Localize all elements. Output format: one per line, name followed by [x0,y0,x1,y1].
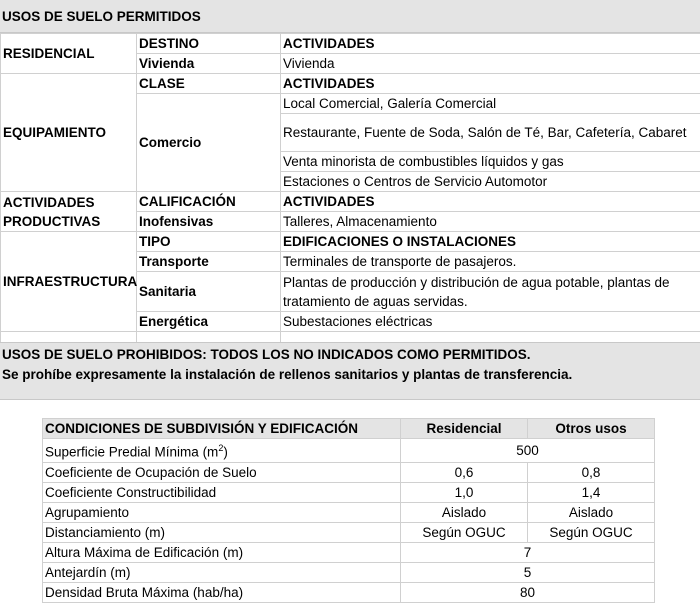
row-value: 5 [401,562,655,582]
col-header: ACTIVIDADES [281,34,700,54]
category-residencial: RESIDENCIAL [1,34,137,74]
clase-cell: Comercio [137,94,281,192]
col-header: EDIFICACIONES O INSTALACIONES [281,232,700,252]
activity-cell: Venta minorista de combustibles líquidos… [281,152,700,172]
col-header: CALIFICACIÓN [137,192,281,212]
prohibited-line2: Se prohíbe expresamente la instalación d… [2,365,700,385]
row-label: Coeficiente Constructibilidad [43,482,401,502]
otros-value: 0,8 [528,462,655,482]
activity-cell: Talleres, Almacenamiento [281,212,700,232]
res-value: 1,0 [401,482,528,502]
otros-value: Aislado [528,502,655,522]
activity-cell: Local Comercial, Galería Comercial [281,94,700,114]
row-value: 80 [401,582,655,602]
col-header: ACTIVIDADES [281,192,700,212]
otros-value: 1,4 [528,482,655,502]
category-equipamiento: EQUIPAMIENTO [1,74,137,192]
conditions-header: CONDICIONES DE SUBDIVISIÓN Y EDIFICACIÓN [43,419,401,439]
activity-cell: Terminales de transporte de pasajeros. [281,252,700,272]
destino-cell: Vivienda [137,54,281,74]
category-infraestructura: INFRAESTRUCTURA [1,232,137,332]
activity-cell: Subestaciones eléctricas [281,312,700,332]
row-value: 500 [401,439,655,463]
col-header: TIPO [137,232,281,252]
permitted-uses-title: USOS DE SUELO PERMITIDOS [0,0,700,33]
col-header: CLASE [137,74,281,94]
res-value: Según OGUC [401,522,528,542]
activity-cell: Restaurante, Fuente de Soda, Salón de Té… [281,114,700,152]
category-productivas: ACTIVIDADES PRODUCTIVAS [1,192,137,232]
activity-cell: Plantas de producción y distribución de … [281,272,700,312]
row-label: Distanciamiento (m) [43,522,401,542]
res-value: 0,6 [401,462,528,482]
row-label: Agrupamiento [43,502,401,522]
row-value: 7 [401,542,655,562]
res-value: Aislado [401,502,528,522]
conditions-table: CONDICIONES DE SUBDIVISIÓN Y EDIFICACIÓN… [42,418,655,603]
col-header: ACTIVIDADES [281,74,700,94]
row-label: Altura Máxima de Edificación (m) [43,542,401,562]
tipo-cell: Energética [137,312,281,332]
activity-cell: Estaciones o Centros de Servicio Automot… [281,172,700,192]
tipo-cell: Transporte [137,252,281,272]
prohibited-uses-box: USOS DE SUELO PROHIBIDOS: TODOS LOS NO I… [0,342,700,400]
tipo-cell: Sanitaria [137,272,281,312]
col-header: DESTINO [137,34,281,54]
row-label: Densidad Bruta Máxima (hab/ha) [43,582,401,602]
row-label: Coeficiente de Ocupación de Suelo [43,462,401,482]
otros-value: Según OGUC [528,522,655,542]
activity-cell: Vivienda [281,54,700,74]
otros-usos-header: Otros usos [528,419,655,439]
prohibited-line1: USOS DE SUELO PROHIBIDOS: TODOS LOS NO I… [2,345,700,365]
row-label: Superficie Predial Mínima (m2) [43,439,401,463]
calificacion-cell: Inofensivas [137,212,281,232]
residencial-header: Residencial [401,419,528,439]
row-label: Antejardín (m) [43,562,401,582]
